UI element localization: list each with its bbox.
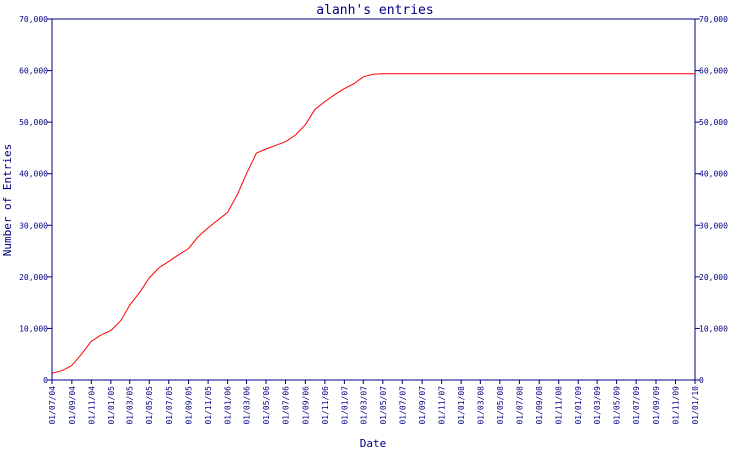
x-axis: 01/07/04 01/09/04 01/11/04 01/01/05 01/03/05… [48, 380, 700, 425]
x-tick-label: 01/09/07 [418, 386, 427, 425]
y-tick-label-right: 60,000 [699, 67, 728, 76]
x-tick-label: 01/01/07 [340, 386, 349, 425]
y-tick-label-right: 70,000 [699, 15, 728, 24]
x-tick-label: 01/11/08 [555, 386, 564, 425]
x-tick-label: 01/03/08 [476, 386, 485, 425]
x-tick-label: 01/03/09 [593, 386, 602, 425]
y-tick-label-right: 40,000 [699, 170, 728, 179]
x-tick-label: 01/11/06 [321, 386, 330, 425]
x-tick-label: 01/01/08 [457, 386, 466, 425]
y-axis-right: 0 10,000 20,000 30,000 40,000 50,000 60,000 70,… [695, 15, 728, 385]
y-tick-label-left: 60,000 [19, 67, 48, 76]
y-tick-label-right: 30,000 [699, 221, 728, 230]
x-tick-label: 01/09/05 [185, 386, 194, 425]
x-tick-label: 01/05/07 [379, 386, 388, 425]
y-tick-label-left: 50,000 [19, 118, 48, 127]
x-axis-title: Date [360, 437, 387, 450]
x-tick-label: 01/07/09 [632, 386, 641, 425]
y-tick-label-left: 20,000 [19, 273, 48, 282]
x-tick-label: 01/05/08 [496, 386, 505, 425]
x-tick-label: 01/05/05 [145, 386, 154, 425]
x-tick-label: 01/05/09 [613, 386, 622, 425]
x-tick-label: 01/11/04 [87, 386, 96, 425]
x-tick-label: 01/01/05 [107, 386, 116, 425]
x-tick-label: 01/03/05 [126, 386, 135, 425]
x-tick-label: 01/11/07 [438, 386, 447, 425]
y-tick-label-right: 50,000 [699, 118, 728, 127]
y-axis-left: 0 10,000 20,000 30,000 40,000 50,000 60,000 70,… [19, 15, 52, 385]
x-tick-label: 01/11/05 [204, 386, 213, 425]
y-tick-label-right: 0 [699, 376, 704, 385]
y-tick-label-right: 10,000 [699, 324, 728, 333]
x-tick-label: 01/07/08 [515, 386, 524, 425]
x-tick-label: 01/05/06 [262, 386, 271, 425]
y-tick-label-left: 40,000 [19, 170, 48, 179]
plot-area-frame [51, 18, 696, 381]
x-tick-label: 01/07/07 [398, 386, 407, 425]
y-axis-title: Number of Entries [1, 144, 14, 257]
series-line [51, 73, 695, 374]
y-tick-label-right: 20,000 [699, 273, 728, 282]
x-tick-label: 01/01/10 [691, 386, 700, 425]
x-tick-label: 01/09/09 [652, 386, 661, 425]
x-tick-label: 01/07/04 [48, 386, 57, 425]
x-tick-label: 01/07/05 [165, 386, 174, 425]
x-tick-label: 01/01/06 [224, 386, 233, 425]
y-tick-label-left: 70,000 [19, 15, 48, 24]
y-tick-label-left: 30,000 [19, 221, 48, 230]
x-tick-label: 01/09/06 [301, 386, 310, 425]
y-tick-label-left: 0 [43, 376, 48, 385]
chart-title: alanh's entries [316, 3, 433, 18]
x-tick-label: 01/09/08 [535, 386, 544, 425]
x-tick-label: 01/07/06 [282, 386, 291, 425]
x-tick-label: 01/01/09 [574, 386, 583, 425]
x-tick-label: 01/03/07 [359, 386, 368, 425]
series-layer [51, 73, 695, 374]
x-tick-label: 01/11/09 [671, 386, 680, 425]
y-tick-label-left: 10,000 [19, 324, 48, 333]
x-tick-label: 01/03/06 [242, 386, 251, 425]
x-tick-label: 01/09/04 [68, 386, 77, 425]
